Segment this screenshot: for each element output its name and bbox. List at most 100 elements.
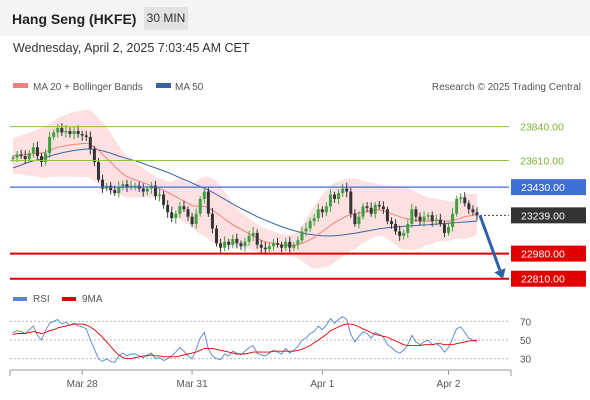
candle-body [304, 228, 308, 232]
candle-body [27, 153, 31, 160]
candle-body [267, 246, 271, 250]
candle-body [23, 156, 27, 160]
candle-body [113, 190, 117, 194]
candle-body [121, 184, 125, 188]
candle-body [316, 209, 320, 219]
candle-body [328, 194, 332, 207]
ma9-legend-label: 9MA [82, 294, 103, 305]
candle-body [239, 243, 243, 247]
candle-body [84, 135, 88, 137]
candle-body [394, 224, 398, 232]
candle-body [56, 128, 60, 133]
candle-body [198, 198, 202, 214]
candle-body [284, 241, 288, 248]
candle-body [223, 241, 227, 248]
candle-body [451, 213, 455, 228]
candle-body [438, 219, 442, 225]
resistance-label: 23430.00 [521, 182, 565, 194]
copyright-text: Research © 2025 Trading Central [432, 82, 581, 93]
candle-body [455, 198, 459, 214]
candle-body [15, 154, 19, 158]
candle-body [255, 232, 259, 245]
x-axis-label: Mar 31 [177, 379, 209, 390]
rsi-line [12, 316, 478, 363]
candle-body [141, 188, 145, 192]
candle-body [418, 216, 422, 222]
candle-body [385, 209, 389, 222]
candle-body [414, 209, 418, 217]
candle-body [373, 204, 377, 214]
candle-body [210, 213, 214, 229]
candle-body [288, 241, 292, 248]
candle-body [406, 224, 410, 233]
candle-body [80, 133, 84, 136]
candle-body [381, 206, 385, 210]
candle-body [361, 206, 365, 217]
candle-body [101, 179, 105, 189]
ma50-legend-swatch [156, 83, 171, 88]
candle-body [475, 212, 479, 216]
candle-body [243, 241, 247, 247]
candle-body [276, 243, 280, 245]
candle-body [182, 206, 186, 210]
x-axis-label: Mar 28 [67, 379, 99, 390]
candle-body [422, 216, 426, 222]
candle-body [333, 194, 337, 199]
support-tag [511, 245, 586, 262]
candle-body [280, 244, 284, 248]
candle-body [158, 194, 162, 196]
x-axis-label: Apr 1 [310, 379, 334, 390]
support-label: 22810.00 [521, 274, 565, 286]
timeframe-button[interactable]: 30 MIN [144, 7, 188, 30]
candle-body [402, 232, 406, 236]
timestamp: Wednesday, April 2, 2025 7:03:45 AM CET [13, 41, 250, 55]
candle-body [88, 136, 92, 149]
candle-body [357, 216, 361, 225]
candle-body [52, 132, 56, 137]
candle-body [109, 185, 113, 191]
candle-body [235, 238, 239, 244]
ma20-legend-label: MA 20 + Bollinger Bands [33, 82, 143, 93]
candle-body [190, 216, 194, 225]
candle-body [247, 235, 251, 242]
candle-body [194, 213, 198, 225]
candle-body [76, 131, 80, 134]
candle-body [202, 191, 206, 199]
projection-arrow-shaft [478, 214, 502, 271]
candle-body [459, 197, 463, 199]
candle-body [11, 157, 15, 160]
candle-body [162, 194, 166, 205]
ma9-legend-swatch [62, 297, 76, 301]
rsi-legend-label: RSI [33, 294, 50, 305]
x-axis: Mar 28 Mar 31 Apr 1 Apr 2 [9, 369, 512, 390]
candle-body [68, 131, 72, 134]
candle-body [178, 206, 182, 214]
candle-body [341, 188, 345, 194]
candle-body [463, 197, 467, 204]
candle-body [349, 191, 353, 214]
candle-body [39, 156, 43, 163]
candle-body [434, 219, 438, 222]
candle-body [133, 185, 137, 187]
candle-body [174, 213, 178, 219]
current-price-tag [511, 207, 586, 224]
resistance-label: 23840.00 [520, 122, 564, 134]
candle-body [442, 224, 446, 233]
rsi-ma-line [12, 323, 478, 360]
projection-arrow-head [494, 268, 506, 279]
candle-body [398, 231, 402, 236]
candle-body [345, 188, 349, 192]
candle-body [44, 153, 48, 163]
candle-body [170, 212, 174, 219]
candle-body [312, 218, 316, 222]
candle-body [390, 221, 394, 225]
current-price-label: 23239.00 [521, 210, 565, 222]
candle-body [206, 191, 210, 214]
candle-body [117, 187, 121, 194]
ma50-legend-label: MA 50 [175, 82, 204, 93]
candle-body [166, 204, 170, 213]
ma20-legend-swatch [13, 83, 28, 88]
candle-body [35, 147, 39, 157]
candle-body [430, 215, 434, 222]
support-tag [511, 270, 586, 287]
